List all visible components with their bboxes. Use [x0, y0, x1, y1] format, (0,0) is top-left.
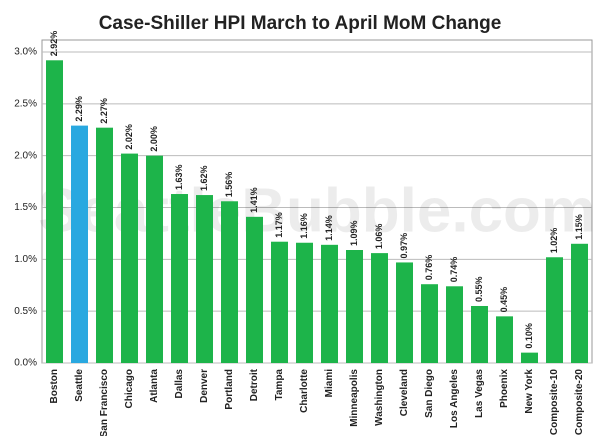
bar	[371, 253, 388, 363]
y-tick-label: 1.5%	[14, 202, 37, 213]
x-tick-label: Las Vegas	[474, 369, 485, 418]
bar	[121, 153, 138, 363]
x-tick-label: Tampa	[274, 369, 285, 401]
value-label: 1.63%	[174, 164, 184, 190]
x-tick-label: Dallas	[174, 369, 185, 399]
value-label: 2.02%	[124, 124, 134, 150]
value-label: 1.41%	[249, 187, 259, 213]
value-label: 0.45%	[499, 287, 509, 313]
x-tick-label: Washington	[374, 369, 385, 426]
x-tick-label: Denver	[199, 369, 210, 403]
bar	[396, 262, 413, 363]
y-tick-label: 2.0%	[14, 150, 37, 161]
x-tick-label: Minneapolis	[349, 369, 360, 427]
x-tick-label: Seattle	[74, 369, 85, 402]
bar	[296, 242, 313, 363]
value-label: 0.55%	[474, 276, 484, 302]
value-label: 1.09%	[349, 220, 359, 246]
y-tick-label: 3.0%	[14, 47, 37, 58]
bar	[196, 195, 213, 363]
x-tick-label: Atlanta	[149, 369, 160, 403]
value-label: 2.29%	[74, 96, 84, 122]
x-tick-label: San Diego	[424, 369, 435, 418]
bar	[46, 60, 63, 363]
x-tick-label: Miami	[324, 369, 335, 398]
y-tick-label: 0.0%	[14, 358, 37, 369]
x-tick-label: Los Angeles	[449, 369, 460, 429]
x-tick-label: Boston	[49, 369, 60, 403]
bar	[571, 243, 588, 363]
x-tick-label: New York	[524, 369, 535, 414]
bar	[421, 284, 438, 363]
bar	[146, 155, 163, 363]
value-label: 2.27%	[99, 98, 109, 124]
bar	[346, 250, 363, 363]
bar	[471, 305, 488, 363]
value-label: 1.16%	[299, 213, 309, 239]
x-tick-label: Cleveland	[399, 369, 410, 416]
bar	[321, 244, 338, 363]
value-label: 0.74%	[449, 257, 459, 283]
bar	[71, 125, 88, 363]
x-tick-label: Composite-10	[549, 369, 560, 436]
value-label: 1.06%	[374, 224, 384, 250]
x-tick-label: San Francisco	[99, 369, 110, 436]
value-label: 1.17%	[274, 212, 284, 238]
chart-title: Case-Shiller HPI March to April MoM Chan…	[99, 13, 502, 34]
value-label: 0.97%	[399, 233, 409, 259]
bar	[546, 257, 563, 363]
y-tick-label: 0.5%	[14, 306, 37, 317]
bar	[521, 352, 538, 363]
value-label: 1.02%	[549, 228, 559, 254]
value-label: 0.10%	[524, 323, 534, 349]
bar	[221, 201, 238, 363]
bar	[496, 316, 513, 363]
x-tick-label: Portland	[224, 369, 235, 410]
y-tick-label: 1.0%	[14, 254, 37, 265]
y-tick-label: 2.5%	[14, 98, 37, 109]
x-tick-label: Phoenix	[499, 369, 510, 408]
bar	[96, 127, 113, 363]
value-label: 1.56%	[224, 172, 234, 198]
x-tick-label: Composite-20	[574, 369, 585, 436]
value-label: 0.76%	[424, 255, 434, 281]
value-label: 1.62%	[199, 166, 209, 192]
bar	[246, 216, 263, 363]
x-tick-label: Chicago	[124, 369, 135, 408]
value-label: 1.15%	[574, 214, 584, 240]
bar	[171, 194, 188, 363]
value-label: 2.00%	[149, 126, 159, 152]
x-tick-label: Charlotte	[299, 369, 310, 413]
value-label: 1.14%	[324, 215, 334, 241]
value-label: 2.92%	[49, 31, 59, 57]
bar	[271, 241, 288, 363]
bar	[446, 286, 463, 363]
x-tick-label: Detroit	[249, 368, 260, 401]
